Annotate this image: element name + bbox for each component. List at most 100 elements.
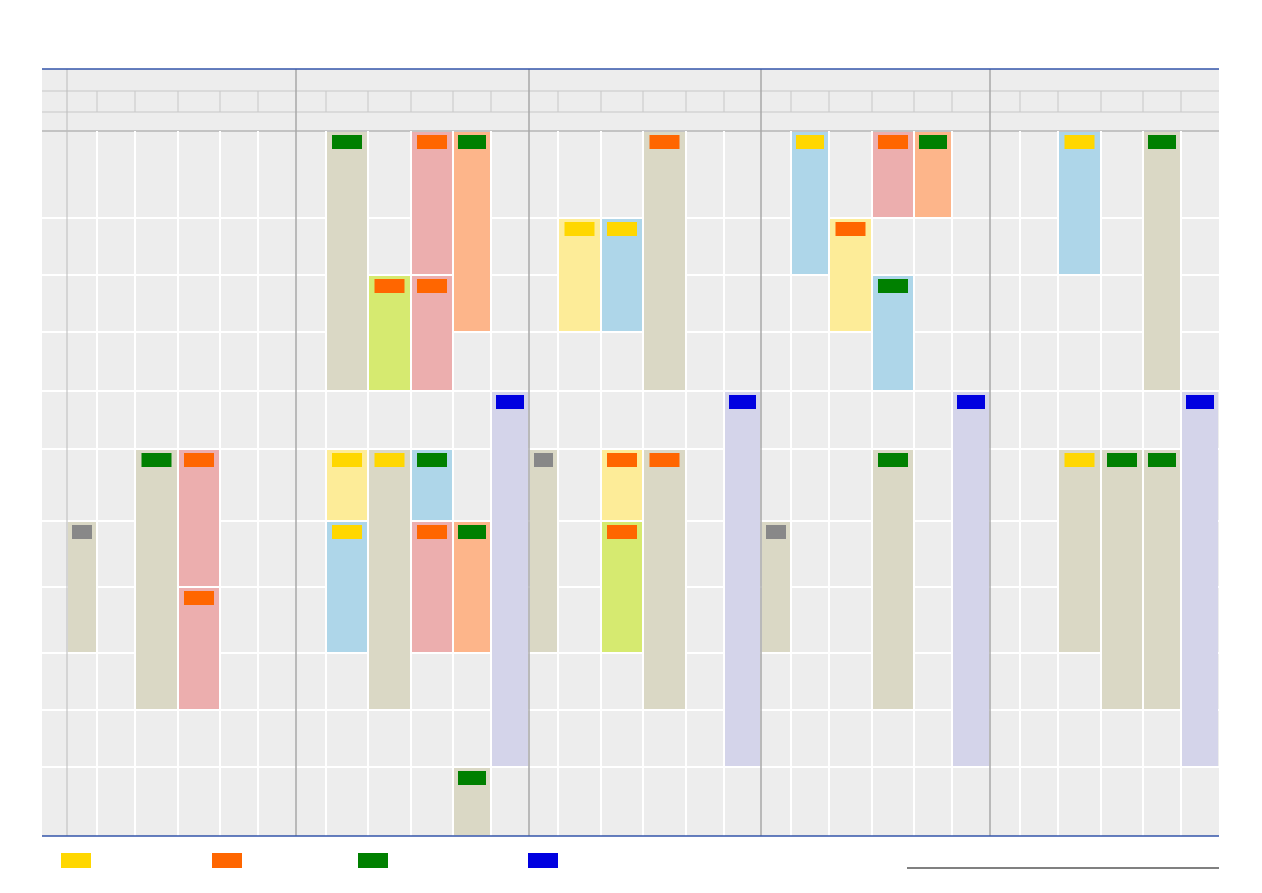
event-block (1144, 132, 1180, 390)
event-tag (534, 453, 553, 467)
event-block (602, 450, 642, 520)
event-block (530, 450, 557, 652)
event-tag (417, 279, 447, 293)
event-fill (136, 450, 177, 709)
event-block (644, 132, 685, 390)
event-block (136, 450, 177, 709)
event-block (873, 450, 913, 709)
event-tag (607, 525, 637, 539)
event-fill (492, 392, 528, 766)
event-fill (644, 132, 685, 390)
event-fill (369, 276, 410, 390)
event-tag (878, 279, 908, 293)
event-block (412, 522, 452, 652)
event-tag (1148, 453, 1176, 467)
event-block (953, 392, 989, 766)
event-fill (412, 522, 452, 652)
event-fill (1059, 132, 1100, 274)
event-block (602, 522, 642, 652)
event-fill (1059, 450, 1100, 652)
event-block (559, 219, 600, 331)
event-tag (1107, 453, 1137, 467)
event-tag (458, 771, 486, 785)
event-block (792, 132, 828, 274)
event-fill (68, 522, 96, 652)
event-tag (957, 395, 985, 409)
event-block (454, 132, 490, 331)
event-tag (1064, 135, 1095, 149)
event-tag (1186, 395, 1214, 409)
event-block (179, 450, 219, 586)
event-block (644, 450, 685, 709)
event-tag (1064, 453, 1095, 467)
event-tag (332, 453, 362, 467)
event-block (327, 522, 367, 652)
event-block (1102, 450, 1142, 709)
event-fill (454, 132, 490, 331)
event-tag (458, 525, 486, 539)
legend-swatch (212, 853, 242, 868)
event-fill (602, 219, 642, 331)
event-fill (327, 132, 367, 390)
event-fill (1144, 450, 1180, 709)
event-block (492, 392, 528, 766)
event-tag (184, 591, 214, 605)
event-tag (729, 395, 756, 409)
event-block (1059, 450, 1100, 652)
event-tag (374, 453, 405, 467)
event-tag (72, 525, 92, 539)
event-block (454, 768, 490, 835)
event-fill (873, 450, 913, 709)
event-block (873, 132, 913, 217)
event-fill (369, 450, 410, 709)
event-fill (762, 522, 790, 652)
event-block (725, 392, 760, 766)
event-tag (878, 135, 908, 149)
event-fill (559, 219, 600, 331)
event-fill (725, 392, 760, 766)
event-block (327, 450, 367, 520)
event-fill (412, 132, 452, 274)
event-tag (374, 279, 405, 293)
event-block (327, 132, 367, 390)
event-block (762, 522, 790, 652)
event-tag (1148, 135, 1176, 149)
event-tag (796, 135, 824, 149)
event-fill (454, 522, 490, 652)
event-tag (607, 453, 637, 467)
event-tag (835, 222, 866, 236)
event-block (412, 276, 452, 390)
event-tag (766, 525, 786, 539)
event-tag (878, 453, 908, 467)
event-block (830, 219, 871, 331)
event-tag (417, 135, 447, 149)
event-tag (649, 135, 680, 149)
event-block (412, 132, 452, 274)
event-tag (458, 135, 486, 149)
event-tag (417, 453, 447, 467)
event-block (412, 450, 452, 520)
event-fill (792, 132, 828, 274)
event-tag (332, 525, 362, 539)
event-tag (184, 453, 214, 467)
event-fill (830, 219, 871, 331)
event-block (1144, 450, 1180, 709)
event-fill (412, 276, 452, 390)
event-tag (332, 135, 362, 149)
event-tag (564, 222, 595, 236)
event-fill (530, 450, 557, 652)
event-tag (496, 395, 524, 409)
event-block (179, 588, 219, 709)
event-fill (953, 392, 989, 766)
event-fill (327, 522, 367, 652)
event-tag (919, 135, 947, 149)
event-block (1182, 392, 1218, 766)
event-block (873, 276, 913, 390)
event-tag (141, 453, 172, 467)
event-fill (1144, 132, 1180, 390)
event-block (68, 522, 96, 652)
event-block (369, 450, 410, 709)
